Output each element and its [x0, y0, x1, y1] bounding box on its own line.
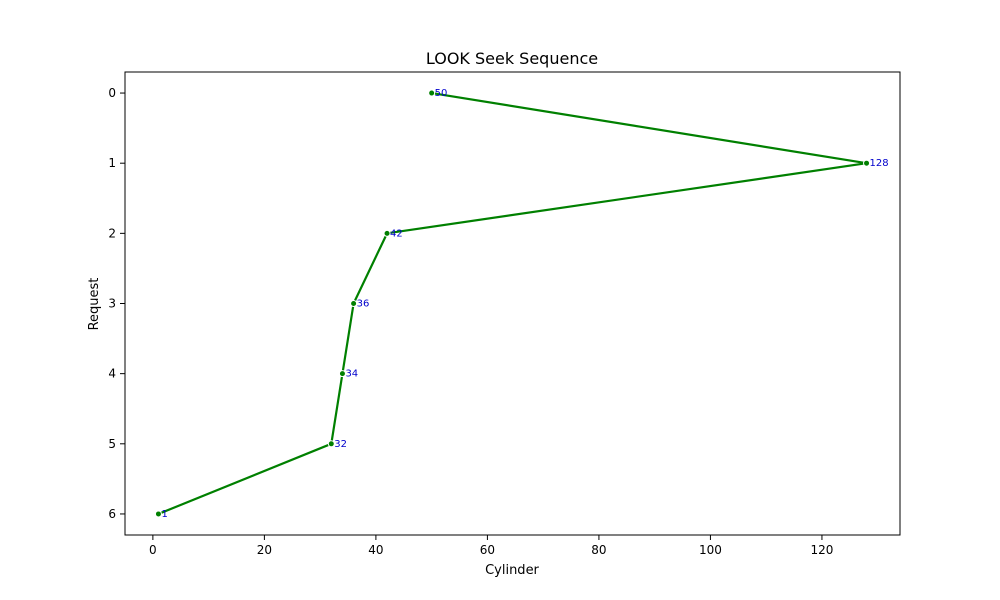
y-axis-label: Request: [87, 278, 102, 331]
x-axis-label: Cylinder: [485, 563, 539, 578]
x-tick-label: 40: [368, 543, 383, 557]
x-tick-label: 80: [591, 543, 606, 557]
point-label: 1: [161, 509, 167, 520]
x-tick-label: 60: [480, 543, 495, 557]
point-label: 34: [345, 369, 358, 380]
y-tick-label: 3: [108, 297, 116, 311]
seek-series: 50 128 42 36 34 32 1: [154, 88, 889, 520]
x-axis-ticks: 0 20 40 60 80 100 120: [149, 535, 833, 557]
data-point: [338, 370, 346, 378]
point-label: 36: [357, 299, 370, 310]
data-point: [863, 159, 871, 167]
y-tick-label: 0: [108, 86, 116, 100]
data-point: [350, 300, 358, 307]
y-axis-ticks: 0 1 2 3 4 5 6: [108, 86, 125, 521]
y-tick-label: 6: [108, 507, 116, 521]
x-tick-label: 100: [699, 543, 722, 557]
point-label: 32: [334, 439, 347, 450]
y-tick-label: 1: [108, 156, 116, 170]
plot-area: [124, 71, 901, 536]
data-point: [428, 89, 436, 97]
point-label: 128: [870, 158, 889, 169]
x-tick-label: 0: [149, 543, 157, 557]
x-tick-label: 120: [810, 543, 833, 557]
x-tick-label: 20: [257, 543, 272, 557]
chart-title: LOOK Seek Sequence: [426, 49, 598, 68]
data-point: [383, 229, 391, 237]
y-tick-label: 2: [108, 226, 116, 240]
y-tick-label: 4: [108, 367, 116, 381]
data-point: [327, 440, 335, 448]
y-tick-label: 5: [108, 437, 116, 451]
point-label: 42: [390, 228, 403, 239]
point-label: 50: [435, 88, 448, 99]
data-point: [154, 510, 162, 518]
